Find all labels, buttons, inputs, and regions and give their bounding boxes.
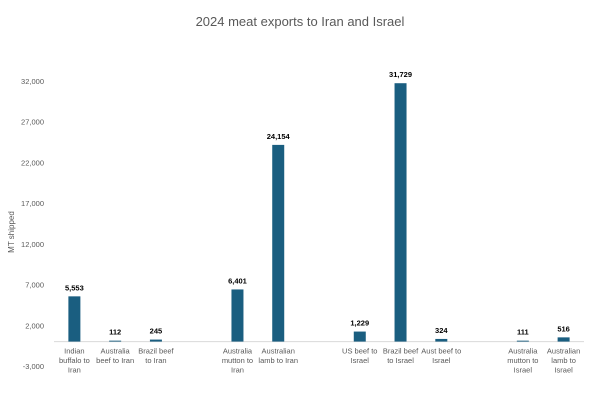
bar: [394, 83, 407, 342]
y-tick-label: 2,000: [25, 321, 44, 330]
bar: [353, 331, 366, 342]
data-label: 324: [435, 326, 448, 335]
data-label: 245: [150, 327, 163, 336]
chart-title: 2024 meat exports to Iran and Israel: [196, 14, 405, 29]
y-axis-label: MT shipped: [7, 211, 16, 253]
bar: [109, 340, 122, 342]
y-tick-label: -3,000: [23, 362, 44, 371]
bar: [231, 289, 244, 342]
category-label: Australian: [547, 347, 580, 356]
bar: [435, 338, 448, 342]
category-label: Brazil beef: [138, 347, 174, 356]
category-label: US beef to: [342, 347, 377, 356]
category-label: Indian: [64, 347, 84, 356]
category-label: beef to Iran: [96, 356, 134, 365]
category-label: mutton to: [507, 356, 538, 365]
y-tick-label: 27,000: [21, 118, 44, 127]
category-label: Aust beef to: [421, 347, 461, 356]
category-label: Iran: [68, 366, 81, 375]
category-label: Iran: [231, 366, 244, 375]
data-label: 1,229: [350, 319, 369, 328]
data-label: 111: [517, 328, 529, 337]
category-label: Israel: [554, 366, 573, 375]
data-label: 6,401: [228, 276, 247, 285]
category-label: Israel: [432, 356, 451, 365]
data-labels: 5,553 112 245 6,401 24,154 1,229 31,729 324 111 5…: [65, 70, 570, 336]
category-label: mutton to: [222, 356, 253, 365]
category-label: Australia: [508, 347, 538, 356]
data-label: 31,729: [389, 70, 412, 79]
category-label: lamb to Iran: [258, 356, 298, 365]
bar: [68, 296, 81, 342]
data-label: 24,154: [267, 132, 291, 141]
category-label: buffalo to: [59, 356, 90, 365]
bar: [149, 339, 162, 342]
y-tick-label: 22,000: [21, 158, 44, 167]
category-label: to Iran: [145, 356, 166, 365]
category-label: Australian: [262, 347, 295, 356]
y-tick-label: 32,000: [21, 77, 44, 86]
data-label: 516: [557, 324, 570, 333]
data-label: 112: [109, 328, 121, 337]
y-tick-label: 12,000: [21, 240, 44, 249]
category-label: Israel: [351, 356, 370, 365]
bar: [516, 340, 529, 342]
category-label: lamb to: [551, 356, 576, 365]
y-tick-label: 7,000: [25, 281, 44, 290]
y-axis: -3,000 2,000 7,000 12,000 17,000 22,000 27,000…: [21, 77, 44, 371]
category-label: Israel: [514, 366, 533, 375]
y-tick-label: 17,000: [21, 199, 44, 208]
bar: [272, 144, 285, 342]
category-label: Brazil beef: [383, 347, 419, 356]
bar: [557, 337, 570, 342]
bars: [68, 83, 570, 342]
category-label: to Israel: [387, 356, 414, 365]
data-label: 5,553: [65, 283, 84, 292]
category-label: Australia: [223, 347, 253, 356]
category-label: Australia: [101, 347, 131, 356]
